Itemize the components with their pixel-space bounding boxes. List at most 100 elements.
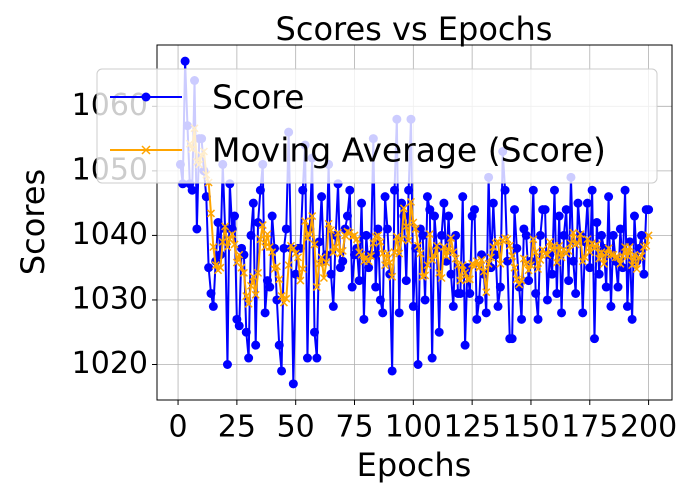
marker	[590, 244, 599, 253]
marker	[587, 185, 597, 195]
legend-marker	[141, 92, 151, 102]
marker	[208, 301, 218, 311]
marker	[616, 259, 625, 268]
marker	[437, 230, 447, 240]
marker	[255, 185, 265, 195]
x-axis-label: Epochs	[357, 446, 472, 484]
marker	[305, 230, 314, 239]
marker	[274, 340, 284, 350]
marker	[505, 241, 514, 250]
marker	[319, 273, 328, 283]
marker	[519, 254, 528, 263]
marker	[549, 185, 559, 195]
marker	[548, 245, 557, 254]
marker	[625, 242, 634, 252]
marker	[571, 289, 581, 298]
marker	[449, 248, 458, 257]
marker	[397, 235, 406, 244]
marker	[606, 301, 616, 311]
marker	[446, 269, 456, 279]
marker	[345, 228, 354, 237]
marker	[382, 224, 392, 234]
marker	[246, 281, 256, 290]
marker	[301, 217, 310, 226]
marker	[221, 222, 230, 231]
marker	[456, 276, 465, 285]
marker	[213, 218, 223, 227]
marker	[329, 248, 338, 257]
marker	[404, 185, 414, 195]
marker	[298, 264, 307, 274]
x-tick-label: 150	[502, 410, 559, 445]
marker	[230, 240, 239, 249]
marker	[521, 230, 531, 240]
marker	[310, 327, 320, 337]
marker	[265, 242, 274, 252]
marker	[604, 244, 613, 253]
marker	[248, 198, 258, 208]
marker	[634, 243, 644, 253]
marker	[201, 192, 211, 202]
x-tick-label: 0	[169, 410, 188, 445]
marker	[342, 211, 352, 221]
marker	[500, 185, 510, 195]
y-axis-label: Scores	[14, 169, 52, 275]
marker	[281, 224, 291, 234]
marker	[361, 230, 371, 240]
marker	[402, 222, 411, 231]
marker	[515, 280, 524, 289]
y-tick-label: 1020	[72, 346, 148, 381]
marker	[637, 230, 647, 240]
marker	[576, 230, 585, 239]
marker	[401, 276, 411, 286]
marker	[578, 308, 588, 318]
marker	[517, 276, 526, 285]
marker	[237, 263, 246, 272]
marker	[228, 230, 237, 239]
marker	[573, 198, 583, 208]
marker	[375, 295, 385, 305]
marker	[334, 228, 343, 237]
marker	[627, 314, 637, 324]
marker	[613, 282, 623, 292]
y-tick-label: 1040	[72, 217, 148, 252]
marker	[296, 276, 305, 285]
marker	[413, 360, 423, 369]
marker	[394, 308, 404, 318]
marker	[451, 254, 460, 263]
marker	[268, 248, 277, 257]
marker	[613, 253, 623, 262]
marker	[312, 283, 321, 292]
marker	[524, 266, 533, 275]
marker	[347, 282, 357, 292]
marker	[569, 228, 578, 237]
marker	[239, 268, 248, 277]
marker	[263, 230, 272, 239]
marker	[381, 261, 390, 270]
chart-title: Scores vs Epochs	[276, 10, 553, 48]
marker	[376, 237, 385, 246]
marker	[303, 233, 312, 243]
marker	[599, 259, 608, 268]
marker	[256, 235, 265, 244]
marker	[585, 263, 595, 273]
marker	[324, 219, 333, 228]
marker	[406, 197, 416, 206]
marker	[594, 269, 604, 279]
marker	[371, 282, 381, 292]
marker	[314, 237, 324, 247]
marker	[465, 275, 474, 284]
marker	[507, 334, 517, 344]
marker	[444, 211, 454, 221]
marker	[209, 242, 218, 252]
marker	[399, 204, 408, 213]
marker	[390, 185, 400, 195]
marker	[458, 192, 468, 202]
marker	[644, 231, 653, 240]
marker	[435, 268, 444, 277]
marker	[350, 231, 359, 240]
marker	[533, 264, 543, 274]
marker	[561, 205, 571, 215]
marker	[517, 314, 527, 324]
